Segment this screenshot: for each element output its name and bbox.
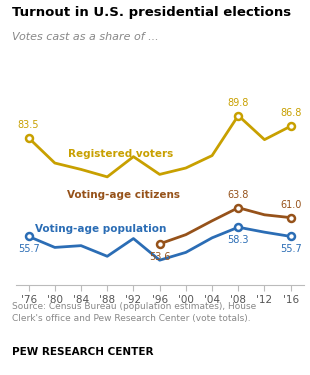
Text: 63.8: 63.8 xyxy=(228,190,249,200)
Text: Votes cast as a share of ...: Votes cast as a share of ... xyxy=(12,32,159,42)
Text: 55.7: 55.7 xyxy=(18,244,39,254)
Text: Voting-age population: Voting-age population xyxy=(35,224,166,234)
Text: Turnout in U.S. presidential elections: Turnout in U.S. presidential elections xyxy=(12,6,291,19)
Text: Voting-age citizens: Voting-age citizens xyxy=(67,190,180,200)
Text: 58.3: 58.3 xyxy=(228,235,249,245)
Text: 86.8: 86.8 xyxy=(280,108,301,118)
Text: PEW RESEARCH CENTER: PEW RESEARCH CENTER xyxy=(12,347,154,357)
Text: Registered voters: Registered voters xyxy=(68,149,173,159)
Text: Source: Census Bureau (population estimates), House
Clerk's office and Pew Resea: Source: Census Bureau (population estima… xyxy=(12,302,257,322)
Text: 55.7: 55.7 xyxy=(280,244,302,254)
Text: 53.6: 53.6 xyxy=(149,252,170,262)
Text: 61.0: 61.0 xyxy=(280,200,301,210)
Text: 89.8: 89.8 xyxy=(228,98,249,108)
Text: 83.5: 83.5 xyxy=(18,120,39,130)
